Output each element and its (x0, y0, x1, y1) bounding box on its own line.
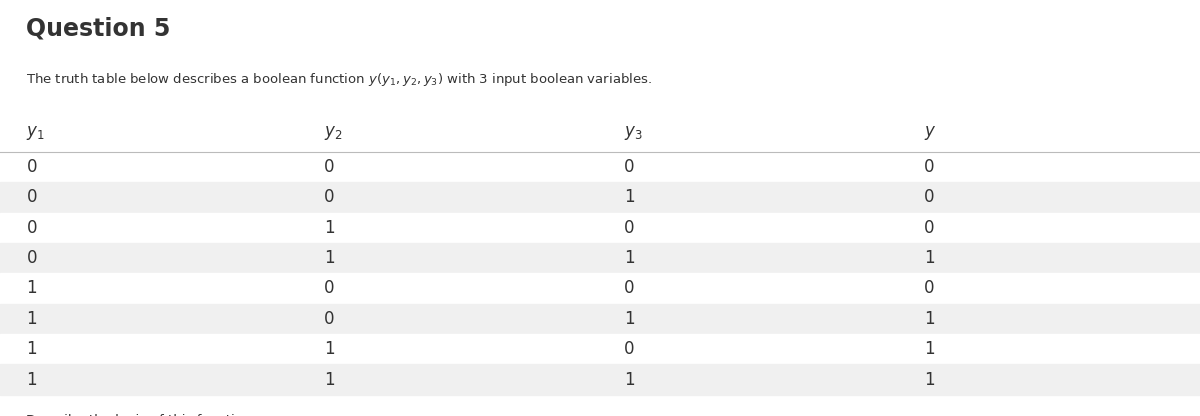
Bar (0, 304, 1200, 334)
Text: 0: 0 (324, 158, 335, 176)
Text: 0: 0 (924, 280, 935, 297)
Text: 0: 0 (324, 310, 335, 328)
Text: 1: 1 (924, 310, 935, 328)
Text: 0: 0 (624, 158, 635, 176)
Text: Question 5: Question 5 (26, 17, 170, 41)
Text: 1: 1 (924, 249, 935, 267)
Text: 1: 1 (624, 188, 635, 206)
Text: 1: 1 (324, 371, 335, 389)
Text: 1: 1 (26, 280, 37, 297)
Text: 1: 1 (26, 310, 37, 328)
Bar (0, 273, 1200, 304)
Text: The truth table below describes a boolean function $y(y_1, y_2, y_3)$ with 3 inp: The truth table below describes a boolea… (26, 71, 653, 88)
Text: 0: 0 (324, 280, 335, 297)
Text: 1: 1 (624, 371, 635, 389)
Text: 0: 0 (26, 219, 37, 237)
Text: 0: 0 (924, 158, 935, 176)
Text: 1: 1 (324, 249, 335, 267)
Text: 0: 0 (924, 219, 935, 237)
Text: Describe the logic of this function.: Describe the logic of this function. (26, 414, 256, 416)
Text: 0: 0 (26, 249, 37, 267)
Text: 0: 0 (924, 188, 935, 206)
Text: 0: 0 (624, 219, 635, 237)
Bar (0, 334, 1200, 364)
Text: $y$: $y$ (924, 124, 936, 142)
Text: 1: 1 (624, 249, 635, 267)
Text: 1: 1 (624, 310, 635, 328)
Text: $y_3$: $y_3$ (624, 124, 643, 142)
Bar (0, 182, 1200, 213)
Text: 1: 1 (324, 340, 335, 358)
Bar (0, 152, 1200, 182)
Text: 1: 1 (924, 340, 935, 358)
Text: 0: 0 (26, 188, 37, 206)
Text: 1: 1 (924, 371, 935, 389)
Bar (0, 114, 1200, 152)
Bar (0, 213, 1200, 243)
Bar (0, 243, 1200, 273)
Text: 0: 0 (624, 340, 635, 358)
Text: 1: 1 (26, 371, 37, 389)
Text: $y_1$: $y_1$ (26, 124, 46, 142)
Text: $y_2$: $y_2$ (324, 124, 342, 142)
Text: 0: 0 (624, 280, 635, 297)
Text: 1: 1 (26, 340, 37, 358)
Text: 0: 0 (324, 188, 335, 206)
Text: 0: 0 (26, 158, 37, 176)
Text: 1: 1 (324, 219, 335, 237)
Bar (0, 364, 1200, 395)
